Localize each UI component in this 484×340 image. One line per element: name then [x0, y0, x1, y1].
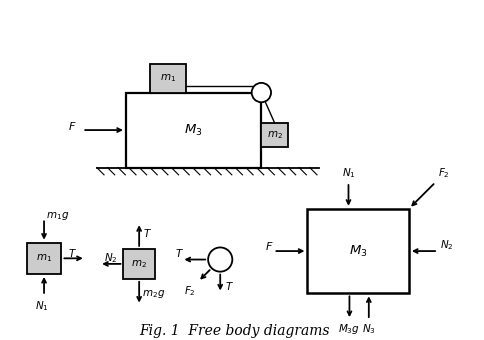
- Bar: [126, 92, 261, 168]
- Text: $m_2g$: $m_2g$: [142, 288, 165, 300]
- Text: $N_1$: $N_1$: [342, 166, 355, 180]
- Text: $F$: $F$: [68, 120, 77, 132]
- Bar: [150, 65, 186, 92]
- Text: $T$: $T$: [143, 227, 152, 239]
- Text: $N_2$: $N_2$: [104, 251, 117, 265]
- Text: $m_1g$: $m_1g$: [46, 210, 70, 222]
- Text: $F$: $F$: [265, 240, 274, 252]
- Text: $T$: $T$: [175, 247, 183, 259]
- Text: $N_1$: $N_1$: [35, 299, 49, 313]
- Bar: [123, 249, 155, 279]
- Text: $F_2$: $F_2$: [438, 166, 450, 180]
- Text: $N_3$: $N_3$: [362, 322, 376, 336]
- Text: Fig. 1  Free body diagrams: Fig. 1 Free body diagrams: [139, 324, 330, 338]
- Text: $F_2$: $F_2$: [184, 284, 196, 298]
- Text: $m_1$: $m_1$: [160, 73, 176, 84]
- Bar: [307, 209, 409, 293]
- Text: $M_3g$: $M_3g$: [338, 322, 361, 337]
- Text: $m_1$: $m_1$: [36, 252, 52, 264]
- Text: $T$: $T$: [225, 280, 234, 292]
- Circle shape: [208, 248, 232, 272]
- Text: $M_3$: $M_3$: [184, 122, 203, 138]
- Bar: [27, 243, 61, 274]
- Text: $m_2$: $m_2$: [267, 129, 283, 141]
- Text: $N_2$: $N_2$: [440, 238, 454, 252]
- Circle shape: [252, 83, 271, 102]
- Text: $T$: $T$: [68, 246, 76, 258]
- Text: $m_2$: $m_2$: [131, 258, 147, 270]
- Bar: [261, 123, 288, 147]
- Text: $M_3$: $M_3$: [349, 243, 367, 259]
